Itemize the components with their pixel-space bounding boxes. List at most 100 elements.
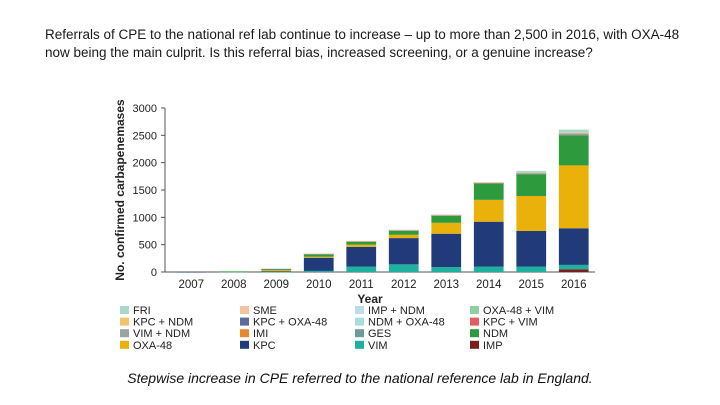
bar-segment-2009-kpc — [261, 271, 292, 272]
bar-segment-2011-oxa-48 — [346, 244, 377, 247]
bar-segment-2011-kpc — [346, 246, 377, 267]
legend-label: IMI — [253, 328, 268, 340]
bar-segment-2009-oxa-48 — [261, 270, 292, 272]
legend-label: VIM — [368, 340, 388, 352]
legend-swatch — [240, 329, 249, 338]
bar-segment-2012-vim — [388, 264, 419, 272]
y-tick-label: 500 — [139, 240, 157, 252]
legend-label: SME — [253, 305, 277, 317]
x-tick-label: 2012 — [391, 279, 417, 291]
legend-swatch — [355, 306, 364, 314]
legend-swatch — [470, 340, 479, 349]
x-tick-label: 2008 — [221, 279, 247, 291]
bar-segment-2016-fri — [558, 129, 589, 133]
bar-segment-2016-kpc — [558, 228, 589, 265]
bar-segment-2009-ges — [261, 268, 292, 270]
legend-swatch — [470, 306, 479, 314]
y-tick-label: 0 — [151, 267, 157, 279]
bar-segment-2009-ndm — [261, 268, 292, 271]
bar-segment-2012-oxa-48 — [388, 234, 419, 239]
bar-segment-2013-ndm — [431, 215, 462, 223]
bar-segment-2015-kpc — [516, 231, 547, 267]
bar-segment-2013-sme — [431, 214, 462, 216]
x-tick-label: 2010 — [306, 279, 332, 291]
legend-label: GES — [368, 328, 391, 340]
x-axis-title: Year — [357, 292, 383, 306]
legend-label: KPC + NDM — [133, 317, 193, 329]
x-tick-label: 2009 — [263, 279, 289, 291]
bar-segment-2010-oxa-48 — [303, 256, 334, 258]
bar-segment-2015-fri — [516, 170, 547, 173]
legend-swatch — [355, 340, 364, 349]
y-tick-label: 3000 — [133, 103, 157, 115]
legend-swatch — [240, 306, 249, 314]
x-tick-label: 2013 — [433, 279, 459, 291]
bar-segment-2011-sme — [346, 240, 377, 242]
y-tick-label: 2000 — [133, 158, 157, 170]
legend-label: KPC — [253, 340, 276, 352]
y-tick-label: 2500 — [133, 130, 157, 142]
legend-label: NDM — [483, 328, 508, 340]
legend-label: NDM + OXA-48 — [368, 317, 445, 329]
bar-segment-2014-sme — [473, 182, 504, 183]
legend-swatch — [120, 340, 129, 349]
bar-segment-2015-oxa-48 — [516, 196, 547, 231]
bar-segment-2015-vim — [516, 266, 547, 272]
legend-swatch — [355, 329, 364, 338]
x-tick-label: 2014 — [476, 279, 502, 291]
legend-label: OXA-48 — [133, 340, 172, 352]
legend-label: VIM + NDM — [133, 328, 190, 340]
legend-label: IMP — [483, 340, 503, 352]
bar-segment-2014-oxa-48 — [473, 199, 504, 222]
stacked-bar-chart: 0 500 1000 1500 2000 2500 3000 No. confirmed ca… — [113, 99, 595, 352]
legend-swatch — [120, 317, 129, 326]
bar-segment-2016-vim — [558, 264, 589, 270]
bar-segment-2010-ndm — [303, 253, 334, 257]
legend-swatch — [355, 317, 364, 326]
bar-segment-2010-sme — [303, 253, 334, 255]
bar-segment-2011-ndm — [346, 241, 377, 245]
bar-segment-2007-kpc — [176, 271, 207, 273]
x-tick-label: 2007 — [178, 279, 204, 291]
legend-swatch — [240, 340, 249, 349]
bar-segment-2016-ndm — [558, 135, 589, 166]
bar-segment-2014-ndm — [473, 183, 504, 200]
bar-segment-2009-vim — [261, 271, 292, 273]
legend-label: KPC + VIM — [483, 317, 538, 329]
bar-segment-2013-kpc — [431, 233, 462, 268]
bar-segment-2016-kpc-oxa-48 — [558, 134, 589, 135]
bar-segment-2014-vim — [473, 266, 504, 272]
bar-segment-2012-sme — [388, 229, 419, 231]
legend-label: IMP + NDM — [368, 305, 425, 317]
legend-label: KPC + OXA-48 — [253, 317, 327, 329]
bar-segment-2011-vim — [346, 266, 377, 272]
bar-segment-2014-kpc — [473, 221, 504, 267]
x-tick-label: 2011 — [349, 279, 374, 291]
bar-segment-2016-sme — [558, 132, 589, 134]
bar-segment-2016-imp — [558, 269, 589, 272]
legend-swatch — [120, 329, 129, 338]
legend-label: FRI — [133, 305, 151, 317]
bar-segment-2012-kpc — [388, 238, 419, 265]
bar-segment-2010-vim — [303, 270, 334, 272]
legend-swatch — [240, 317, 249, 326]
bar-segment-2010-kpc — [303, 257, 334, 271]
legend-swatch — [470, 317, 479, 326]
bar-segment-2015-sme — [516, 172, 547, 174]
slide-heading: Referrals of CPE to the national ref lab… — [45, 27, 680, 60]
x-tick-label: 2015 — [518, 279, 544, 291]
legend-swatch — [120, 306, 129, 314]
legend-label: OXA-48 + VIM — [483, 305, 554, 317]
bar-segment-2013-oxa-48 — [431, 222, 462, 234]
bar-segment-2012-ndm — [388, 230, 419, 235]
y-tick-label: 1000 — [133, 212, 157, 224]
y-tick-label: 1500 — [133, 185, 157, 197]
bar-segment-2008-ndm — [218, 271, 249, 272]
x-tick-label: 2016 — [561, 279, 587, 291]
y-axis-title: No. confirmed carbapenemases — [113, 99, 127, 281]
bar-segment-2013-vim — [431, 267, 462, 272]
bar-segment-2015-ndm — [516, 174, 547, 197]
figure-caption: Stepwise increase in CPE referred to the… — [127, 370, 593, 386]
legend-swatch — [470, 329, 479, 338]
bar-segment-2016-oxa-48 — [558, 165, 589, 229]
